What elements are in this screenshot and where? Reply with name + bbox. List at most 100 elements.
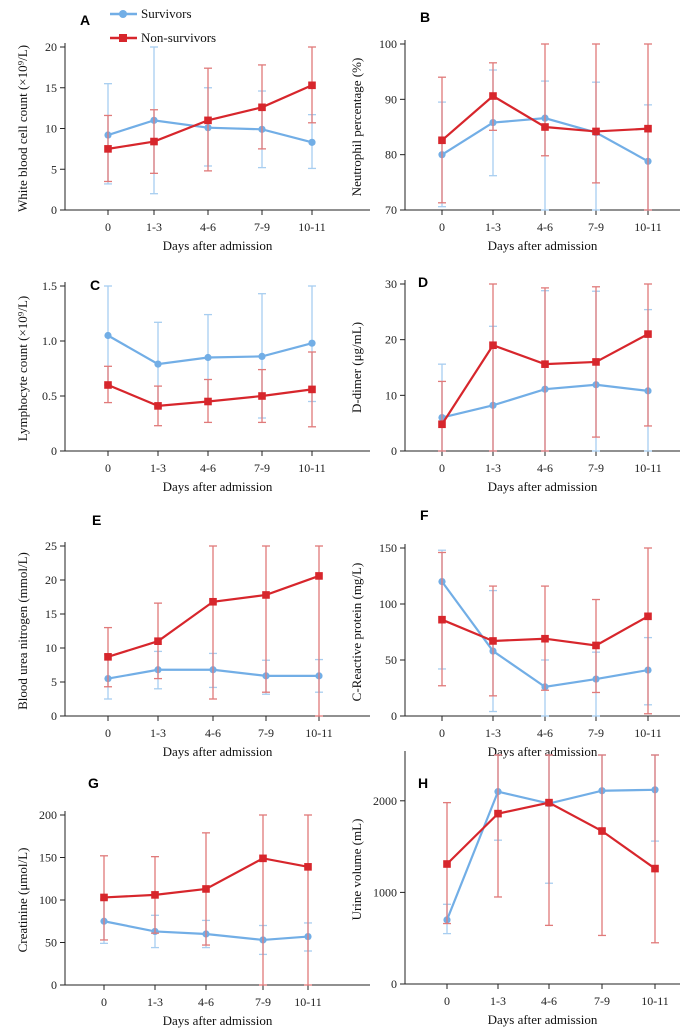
y-axis-label: White blood cell count (×10⁹/L) — [15, 45, 30, 212]
data-point — [150, 137, 158, 146]
x-tick-label: 10-11 — [641, 994, 669, 1008]
y-tick-label: 1000 — [373, 885, 397, 899]
panel-h: H 0 1000 2000 0 1-3 4-6 7-9 10-11 Days after admi… — [349, 751, 680, 1027]
y-axis-label: Lymphocyte count (×10⁹/L) — [15, 296, 30, 441]
panel-label: D — [418, 274, 428, 290]
data-point — [545, 798, 553, 807]
y-tick-label: 50 — [45, 936, 57, 950]
x-tick-label: 7-9 — [258, 726, 274, 740]
panel-e: E 0 5 10 15 20 25 0 1-3 4-6 7-9 10-11 Days after adm… — [15, 512, 370, 759]
data-point — [443, 860, 451, 868]
y-tick-label: 2000 — [373, 794, 397, 808]
x-tick-label: 7-9 — [594, 994, 610, 1008]
legend-survivors-label: Survivors — [141, 6, 192, 21]
panel-label: F — [420, 507, 429, 523]
x-axis-label: Days after admission — [488, 238, 598, 253]
series-nonsurvivors — [104, 545, 323, 717]
x-tick-label: 4-6 — [537, 220, 553, 234]
x-axis-label: Days after admission — [163, 744, 273, 759]
y-tick-label: 5 — [51, 675, 57, 689]
series-nonsurvivors — [104, 351, 316, 428]
x-tick-label: 0 — [439, 726, 445, 740]
panel-label: G — [88, 775, 99, 791]
data-point — [489, 341, 497, 350]
x-tick-label: 1-3 — [485, 461, 501, 475]
data-point — [592, 127, 600, 136]
x-tick-label: 10-11 — [294, 995, 322, 1009]
y-tick-label: 100 — [39, 893, 57, 907]
data-point — [644, 124, 652, 133]
y-tick-label: 0 — [51, 444, 57, 458]
legend-nonsurvivors-label: Non-survivors — [141, 30, 216, 45]
data-point — [308, 138, 316, 146]
x-axis-label: Days after admission — [163, 1013, 273, 1028]
data-point — [154, 360, 162, 368]
x-tick-label: 7-9 — [254, 461, 270, 475]
data-point — [151, 891, 159, 899]
x-axis-label: Days after admission — [488, 479, 598, 494]
y-tick-label: 100 — [379, 597, 397, 611]
data-point — [104, 381, 112, 389]
x-tick-label: 4-6 — [200, 461, 216, 475]
y-tick-label: 15 — [45, 81, 57, 95]
panel-d: D 0 10 20 30 0 1-3 4-6 7-9 10-11 Days after admiss… — [349, 274, 680, 494]
y-tick-label: 10 — [45, 122, 57, 136]
data-point — [541, 634, 549, 643]
y-tick-label: 1.0 — [42, 334, 57, 348]
x-tick-label: 10-11 — [634, 726, 662, 740]
panel-a: A 0 5 10 15 20 0 1-3 4-6 7-9 10-11 Days after admis… — [15, 12, 370, 253]
y-tick-label: 20 — [45, 573, 57, 587]
data-point — [104, 145, 112, 153]
data-point — [489, 92, 497, 100]
data-point — [104, 331, 112, 340]
y-tick-label: 50 — [385, 653, 397, 667]
panel-label: H — [418, 775, 428, 791]
legend: Survivors Non-survivors — [110, 6, 216, 45]
x-tick-label: 4-6 — [537, 726, 553, 740]
y-tick-label: 0 — [51, 978, 57, 992]
panel-f: F 0 50 100 150 0 1-3 4-6 7-9 10-11 Days after admi… — [349, 507, 680, 759]
y-tick-label: 10 — [385, 388, 397, 402]
y-axis-label: D-dimer (μg/mL) — [349, 322, 364, 413]
y-tick-label: 200 — [39, 808, 57, 822]
data-point — [209, 597, 217, 606]
data-point — [258, 392, 266, 400]
y-tick-label: 10 — [45, 641, 57, 655]
y-tick-label: 20 — [385, 333, 397, 347]
data-point — [438, 136, 446, 145]
data-point — [651, 864, 659, 873]
data-point — [258, 103, 266, 112]
data-point — [204, 353, 212, 362]
data-point — [598, 827, 606, 835]
data-point — [308, 81, 316, 90]
data-point — [258, 352, 266, 360]
data-point — [104, 653, 112, 661]
x-tick-label: 0 — [101, 995, 107, 1009]
x-tick-label: 0 — [105, 461, 111, 475]
y-tick-label: 20 — [45, 40, 57, 54]
data-point — [259, 854, 267, 863]
x-tick-label: 4-6 — [205, 726, 221, 740]
series-line — [445, 788, 656, 921]
data-point — [541, 123, 549, 131]
x-tick-label: 10-11 — [634, 461, 662, 475]
x-tick-label: 7-9 — [254, 220, 270, 234]
data-point — [204, 397, 212, 406]
data-point — [438, 420, 446, 429]
x-tick-label: 4-6 — [541, 994, 557, 1008]
data-point — [154, 637, 162, 645]
panel-label: A — [80, 12, 90, 28]
x-tick-label: 1-3 — [150, 726, 166, 740]
x-tick-label: 7-9 — [588, 726, 604, 740]
x-tick-label: 1-3 — [150, 461, 166, 475]
y-tick-label: 0 — [51, 709, 57, 723]
x-tick-label: 7-9 — [255, 995, 271, 1009]
y-tick-label: 0 — [391, 977, 397, 991]
panel-c: C 0 0.5 1.0 1.5 0 1-3 4-6 7-9 10-11 Days after adm… — [15, 277, 370, 494]
x-tick-label: 0 — [105, 220, 111, 234]
data-point — [489, 637, 497, 645]
x-tick-label: 0 — [439, 220, 445, 234]
x-tick-label: 0 — [105, 726, 111, 740]
